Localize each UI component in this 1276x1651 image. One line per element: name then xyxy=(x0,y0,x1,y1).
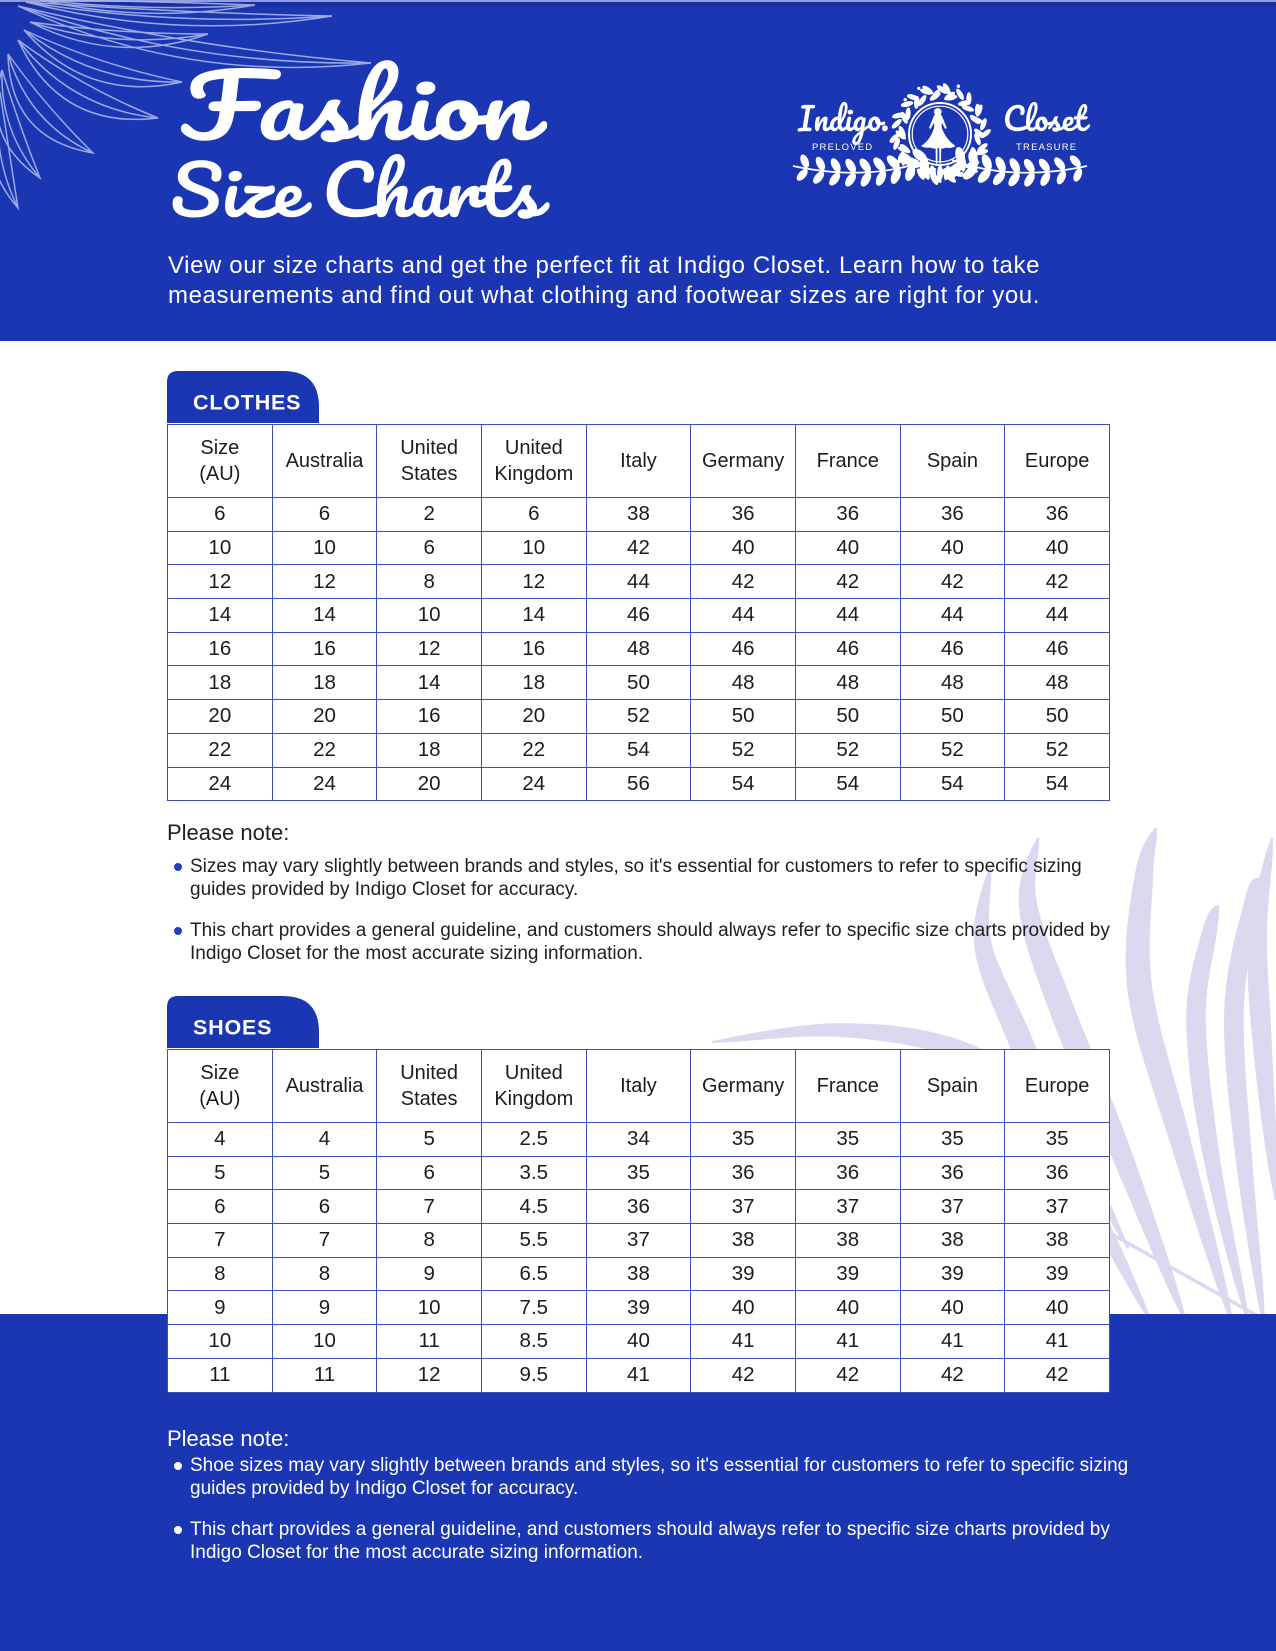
svg-text:TREASURE: TREASURE xyxy=(1016,142,1077,153)
svg-text:CLOTHES: CLOTHES xyxy=(193,391,301,415)
svg-text:SHOES: SHOES xyxy=(193,1016,272,1040)
svg-text:PRELOVED: PRELOVED xyxy=(812,142,873,153)
